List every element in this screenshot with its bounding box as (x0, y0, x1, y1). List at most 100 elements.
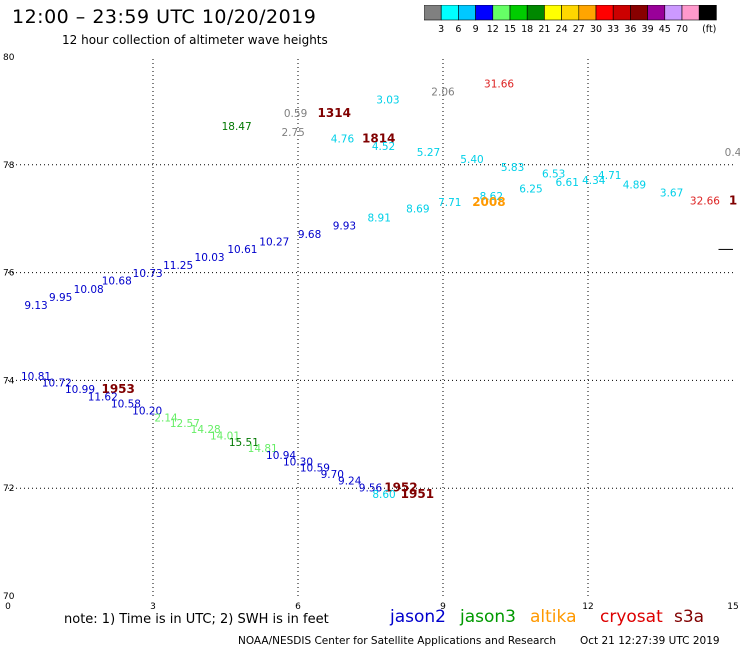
colorbar-tick-label: 70 (676, 24, 688, 35)
legend-cryosat: cryosat (600, 607, 663, 627)
wave-height-label: 14.28 (191, 424, 221, 436)
units-note: note: 1) Time is in UTC; 2) SWH is in fe… (64, 612, 329, 627)
wave-height-label: 0.59 (284, 108, 307, 120)
colorbar-swatch (698, 5, 717, 21)
legend-jason2: jason2 (390, 607, 446, 627)
wave-height-label: 10.08 (74, 284, 104, 296)
wave-height-label: 10.59 (300, 463, 330, 475)
wave-height-label: 9.68 (298, 229, 321, 241)
pass-time-label: 1814 (362, 131, 395, 145)
wave-height-colorbar: 3 6 9 12 15 18 21 24 27 30 33 36 39 45 70 (ft) (424, 5, 717, 35)
colorbar-tick-label: 12 (487, 24, 499, 35)
wave-height-label: 0.4 (725, 147, 740, 159)
wave-height-label: 4.71 (598, 170, 621, 182)
wave-height-label: 10.61 (227, 244, 257, 256)
wave-height-label: 8.60 (372, 489, 395, 501)
wave-height-label: 14.01 (210, 430, 240, 442)
wave-height-label: 3.67 (660, 187, 683, 199)
wave-height-label: 32.66 (690, 195, 720, 207)
wave-height-label: 5.40 (460, 154, 483, 166)
wave-height-label: 14.81 (248, 443, 278, 455)
wave-height-label: 9.70 (321, 469, 344, 481)
wave-height-label: 8.91 (368, 213, 391, 225)
wave-height-label: 10.72 (42, 378, 72, 390)
x-tick-label: 3 (150, 602, 156, 612)
colorbar-tick-label: 39 (642, 24, 654, 35)
footer-timestamp: Oct 21 12:27:39 UTC 2019 (580, 635, 720, 647)
legend-s3a: s3a (674, 607, 705, 627)
wave-height-label: 7.71 (438, 197, 461, 209)
wave-height-label: 5.27 (417, 147, 440, 159)
y-tick-label: 70 (3, 592, 15, 602)
wave-height-label: 10.30 (283, 456, 313, 468)
colorbar-tick-label: 36 (624, 24, 636, 35)
wave-height-label: 9.13 (24, 300, 47, 312)
wave-height-label: 8.62 (480, 191, 503, 203)
wave-height-label: 10.20 (132, 406, 162, 418)
wave-height-label: 2.75 (281, 127, 304, 139)
legend-altika: altika (530, 607, 577, 627)
wave-height-label: 3.03 (376, 95, 399, 107)
wave-height-label: 9.93 (333, 221, 356, 233)
wave-height-label: 12.57 (170, 418, 200, 430)
wave-height-label: 10.27 (259, 236, 289, 248)
pass-time-label: 2008 (472, 195, 505, 209)
pass-time-label: 1952 (384, 481, 417, 495)
wave-height-label: 11.25 (163, 260, 193, 272)
wave-height-label: 31.66 (484, 78, 514, 90)
colorbar-tick-label: 21 (538, 24, 550, 35)
wave-height-label: 6.25 (519, 184, 542, 196)
x-tick-label: 6 (295, 602, 301, 612)
wave-height-label: 2.14 (154, 413, 178, 425)
wave-height-label: 10.73 (133, 268, 163, 280)
wave-height-label: 2.06 (431, 86, 455, 98)
pass-time-label: 1 (729, 193, 737, 207)
wave-height-label: 9.24 (338, 476, 362, 488)
colorbar-tick-label: 45 (659, 24, 671, 35)
wave-height-label: 11.62 (88, 392, 118, 404)
pass-time-label: 1951 (401, 487, 434, 501)
wave-height-label: 4.52 (372, 141, 395, 153)
wave-height-label: 15.51 (229, 437, 259, 449)
colorbar-tick-label: 27 (573, 24, 585, 35)
y-tick-label: 72 (3, 484, 14, 494)
wave-height-label: 10.81 (21, 371, 51, 383)
wave-height-label: 9.95 (49, 292, 72, 304)
x-tick-label: 9 (440, 602, 446, 612)
wave-height-label: 9.56 (359, 483, 383, 495)
colorbar-tick-label: 30 (590, 24, 602, 35)
chart-subtitle: 12 hour collection of altimeter wave hei… (62, 33, 328, 47)
colorbar-tick-label: 24 (556, 24, 568, 35)
wave-height-label: 6.61 (556, 177, 579, 189)
colorbar-tick-label: 3 (438, 24, 444, 35)
colorbar-tick-label: 18 (521, 24, 533, 35)
wave-height-label: 4.89 (623, 180, 646, 192)
y-tick-label: 74 (3, 376, 15, 386)
y-tick-label: 80 (3, 53, 15, 63)
wave-height-label: 10.03 (195, 252, 225, 264)
legend-jason3: jason3 (460, 607, 516, 627)
wave-height-label: 18.47 (222, 121, 252, 133)
wave-height-label: 4.76 (331, 133, 355, 145)
wave-height-label: 6.53 (542, 168, 565, 180)
wave-height-label: 5.83 (501, 162, 524, 174)
y-tick-label: 78 (3, 161, 15, 171)
wave-height-label: 10.58 (111, 399, 141, 411)
wave-height-label: 4.34 (582, 175, 606, 187)
x-tick-label: 12 (582, 602, 593, 612)
x-tick-label: 15 (727, 602, 738, 612)
x-tick-label: 0 (5, 602, 11, 612)
pass-time-label: 1953 (101, 382, 134, 396)
y-tick-label: 76 (3, 269, 15, 279)
wave-height-label: 8.69 (406, 203, 429, 215)
colorbar-tick-label: 33 (607, 24, 619, 35)
colorbar-unit: (ft) (702, 24, 716, 35)
wave-height-label: 10.99 (65, 384, 95, 396)
footer-credit: NOAA/NESDIS Center for Satellite Applica… (238, 635, 556, 647)
colorbar-tick-label: 9 (473, 24, 479, 35)
pass-time-label: 1314 (318, 106, 351, 120)
colorbar-tick-label: 6 (455, 24, 461, 35)
colorbar-tick-label: 15 (504, 24, 516, 35)
wave-height-label: 10.94 (266, 450, 296, 462)
